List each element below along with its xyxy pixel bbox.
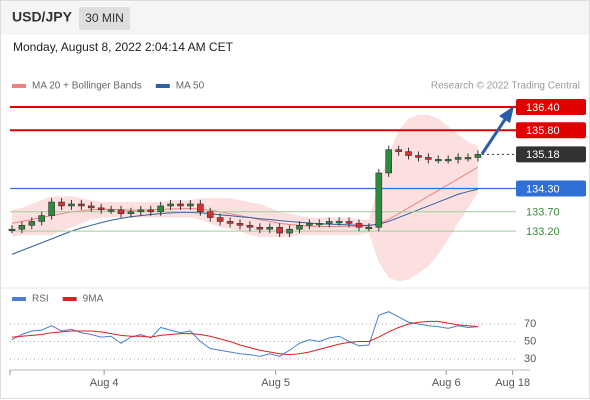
legend-swatch — [62, 297, 77, 301]
ma-line — [11, 166, 479, 227]
candle — [197, 203, 204, 213]
candle — [256, 226, 264, 230]
candle — [454, 157, 462, 160]
candle — [335, 221, 343, 224]
candle — [266, 226, 274, 230]
x-tick-label: Aug 6 — [432, 377, 461, 389]
candle — [226, 221, 234, 224]
candle — [167, 203, 174, 207]
candle — [316, 223, 323, 226]
ma-line — [11, 188, 479, 255]
level-box — [516, 146, 586, 163]
level-label: 133.20 — [526, 226, 560, 238]
candle — [444, 159, 452, 162]
candle — [107, 209, 115, 212]
candle — [385, 149, 393, 174]
legend-label: RSI — [32, 294, 49, 305]
candle — [464, 157, 472, 160]
interval[interactable]: 30 MIN — [85, 11, 124, 25]
rsi-line — [11, 320, 478, 356]
candle — [28, 221, 36, 226]
source: Research © 2022 Trading Central — [431, 81, 580, 92]
bollinger-band — [11, 114, 478, 282]
level-label: 134.30 — [526, 183, 560, 195]
candle — [78, 203, 85, 207]
candle — [365, 226, 373, 230]
candle — [405, 151, 412, 156]
candle — [425, 157, 432, 160]
forecast-arrowhead — [499, 106, 514, 123]
candle — [395, 149, 402, 152]
candle — [434, 159, 442, 162]
candle — [286, 228, 293, 234]
x-tick-label: Aug 4 — [90, 377, 119, 389]
rsi-line — [11, 311, 478, 357]
x-tick-label: Aug 5 — [261, 377, 290, 389]
legend-label: 9MA — [83, 294, 104, 305]
candle — [58, 201, 65, 207]
symbol: USD/JPY — [12, 9, 73, 25]
candle — [127, 211, 135, 214]
candle — [355, 223, 363, 228]
legend-swatch — [155, 84, 170, 88]
interval-button[interactable] — [79, 7, 130, 30]
candle — [375, 172, 383, 228]
candle — [68, 203, 75, 207]
candle — [276, 226, 283, 234]
candle — [296, 225, 303, 230]
legend-swatch — [12, 297, 26, 301]
candle — [117, 209, 125, 214]
candle — [38, 215, 46, 222]
candle — [87, 205, 95, 209]
legend-label: MA 50 — [176, 81, 205, 92]
y-tick-label: 50 — [524, 335, 536, 347]
candle — [216, 217, 224, 222]
x-tick-label: Aug 18 — [495, 377, 530, 389]
candle — [206, 211, 214, 218]
timestamp: Monday, August 8, 2022 2:04:14 AM CET — [13, 40, 234, 54]
candle — [18, 225, 26, 230]
level-label: 136.40 — [526, 102, 560, 114]
candle — [8, 228, 16, 231]
candle — [236, 223, 244, 226]
level-box — [516, 122, 586, 139]
level-label: 133.70 — [526, 207, 560, 219]
level-label: 135.18 — [526, 149, 560, 161]
candle — [474, 154, 482, 158]
level-box — [516, 99, 586, 116]
level-label: 135.80 — [526, 125, 560, 137]
y-tick-label: 70 — [524, 318, 536, 330]
legend-label: MA 20 + Bollinger Bands — [32, 81, 142, 92]
candle — [137, 209, 145, 213]
level-box — [516, 180, 586, 197]
candle — [415, 155, 422, 158]
candle — [187, 203, 194, 207]
candle — [246, 225, 254, 228]
candle — [345, 221, 353, 224]
candle — [177, 203, 184, 207]
y-tick-label: 30 — [524, 353, 536, 365]
forecast-arrow — [480, 117, 508, 155]
candle — [48, 201, 55, 216]
candle — [147, 209, 155, 213]
candle — [157, 205, 164, 213]
candle — [97, 207, 105, 211]
legend-swatch — [12, 84, 26, 88]
candle — [306, 223, 313, 226]
candle — [325, 221, 333, 224]
